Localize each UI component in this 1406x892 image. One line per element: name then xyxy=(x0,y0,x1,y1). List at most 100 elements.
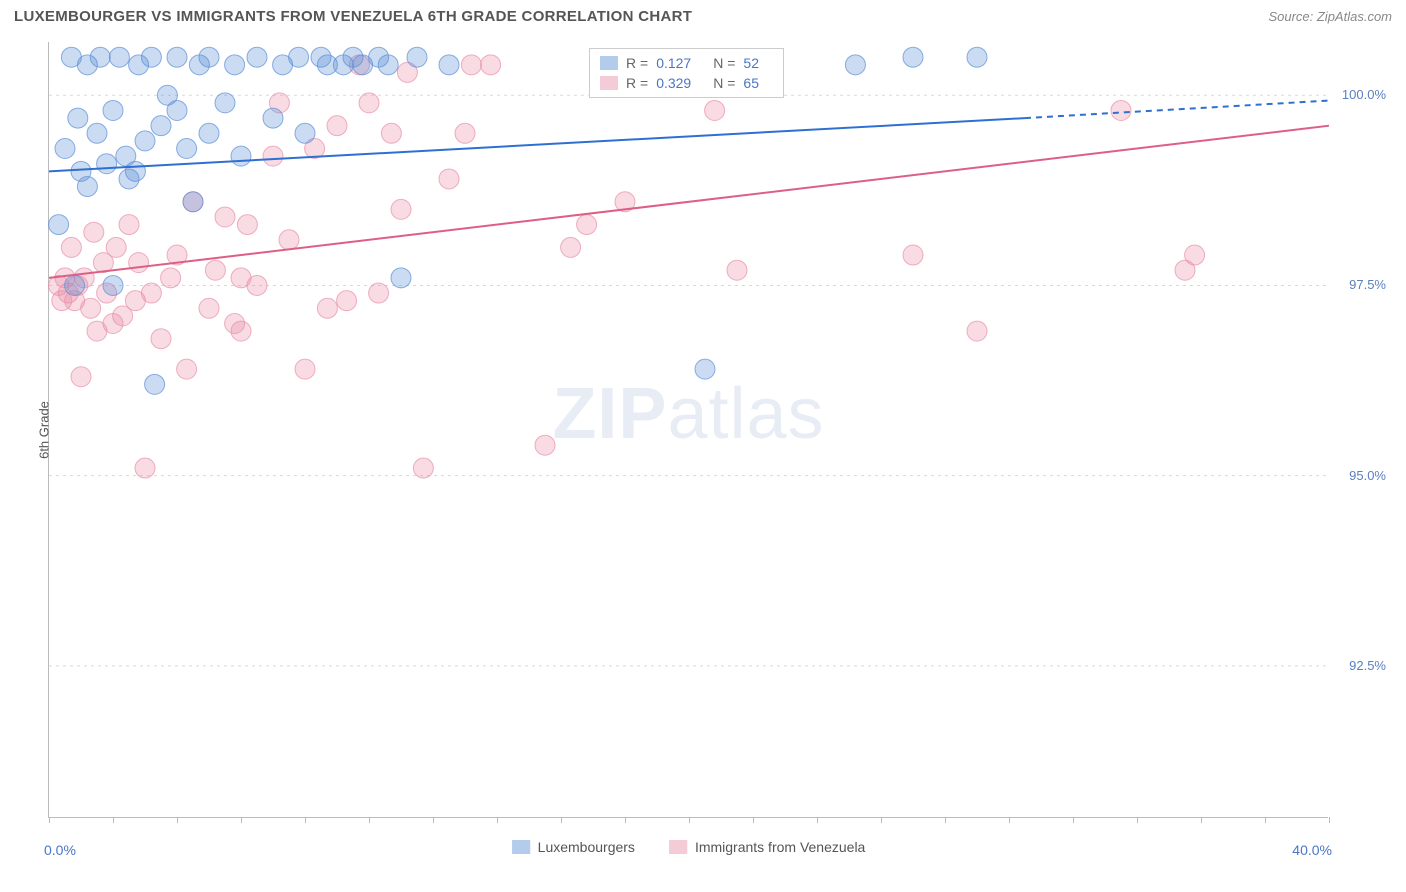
x-tick-label-min: 0.0% xyxy=(44,842,76,858)
legend-item-0: Luxembourgers xyxy=(512,839,635,855)
scatter-point xyxy=(381,123,401,143)
scatter-point xyxy=(141,283,161,303)
scatter-point xyxy=(263,146,283,166)
y-tick-label: 100.0% xyxy=(1342,87,1386,102)
scatter-point xyxy=(577,215,597,235)
scatter-point xyxy=(177,139,197,159)
scatter-point xyxy=(327,116,347,136)
scatter-point xyxy=(151,329,171,349)
scatter-point xyxy=(903,47,923,67)
x-tick xyxy=(497,817,498,823)
scatter-point xyxy=(71,367,91,387)
legend-stats-row-0: R = 0.127 N = 52 xyxy=(600,53,773,73)
scatter-point xyxy=(55,139,75,159)
x-tick xyxy=(689,817,690,823)
scatter-point xyxy=(359,93,379,113)
scatter-point xyxy=(77,177,97,197)
x-tick xyxy=(305,817,306,823)
x-tick-label-max: 40.0% xyxy=(1292,842,1332,858)
scatter-point xyxy=(81,298,101,318)
x-tick xyxy=(945,817,946,823)
x-tick xyxy=(177,817,178,823)
x-tick xyxy=(817,817,818,823)
r-value-1: 0.329 xyxy=(656,75,691,91)
scatter-point xyxy=(135,131,155,151)
n-value-0: 52 xyxy=(743,55,759,71)
svg-layer xyxy=(49,42,1329,818)
scatter-point xyxy=(407,47,427,67)
scatter-point xyxy=(279,230,299,250)
scatter-point xyxy=(439,55,459,75)
scatter-point xyxy=(161,268,181,288)
n-label-1: N = xyxy=(713,75,735,91)
scatter-point xyxy=(109,47,129,67)
scatter-point xyxy=(695,359,715,379)
scatter-point xyxy=(87,123,107,143)
n-label-0: N = xyxy=(713,55,735,71)
x-tick xyxy=(1073,817,1074,823)
legend-item-1: Immigrants from Venezuela xyxy=(669,839,865,855)
scatter-point xyxy=(199,47,219,67)
chart-title: LUXEMBOURGER VS IMMIGRANTS FROM VENEZUEL… xyxy=(14,8,692,25)
scatter-point xyxy=(145,374,165,394)
scatter-point xyxy=(231,321,251,341)
scatter-point xyxy=(247,275,267,295)
scatter-point xyxy=(455,123,475,143)
r-label-1: R = xyxy=(626,75,648,91)
scatter-point xyxy=(65,275,85,295)
scatter-point xyxy=(369,283,389,303)
scatter-point xyxy=(317,298,337,318)
scatter-point xyxy=(903,245,923,265)
plot-container: ZIPatlas R = 0.127 N = 52 R = 0.329 N = xyxy=(48,42,1328,818)
legend-bottom: Luxembourgers Immigrants from Venezuela xyxy=(512,839,866,855)
x-tick xyxy=(625,817,626,823)
scatter-point xyxy=(90,47,110,67)
scatter-point xyxy=(205,260,225,280)
scatter-point xyxy=(141,47,161,67)
scatter-point xyxy=(237,215,257,235)
legend-bottom-swatch-1 xyxy=(669,840,687,854)
scatter-point xyxy=(103,100,123,120)
x-tick xyxy=(1201,817,1202,823)
y-tick-label: 95.0% xyxy=(1349,468,1386,483)
scatter-point xyxy=(125,161,145,181)
scatter-point xyxy=(391,199,411,219)
scatter-point xyxy=(391,268,411,288)
scatter-point xyxy=(295,123,315,143)
scatter-point xyxy=(68,108,88,128)
trend-line-extrapolated xyxy=(1025,101,1329,118)
scatter-point xyxy=(225,55,245,75)
x-tick xyxy=(1009,817,1010,823)
legend-swatch-1 xyxy=(600,76,618,90)
x-tick xyxy=(49,817,50,823)
legend-bottom-label-0: Luxembourgers xyxy=(538,839,635,855)
r-value-0: 0.127 xyxy=(656,55,691,71)
scatter-point xyxy=(167,47,187,67)
x-tick xyxy=(881,817,882,823)
y-axis-title: 6th Grade xyxy=(36,401,51,459)
scatter-point xyxy=(1111,100,1131,120)
scatter-point xyxy=(413,458,433,478)
x-tick xyxy=(433,817,434,823)
x-tick xyxy=(369,817,370,823)
scatter-point xyxy=(215,207,235,227)
scatter-point xyxy=(103,275,123,295)
scatter-point xyxy=(481,55,501,75)
scatter-point xyxy=(49,215,69,235)
scatter-point xyxy=(215,93,235,113)
scatter-point xyxy=(247,47,267,67)
scatter-point xyxy=(967,47,987,67)
scatter-point xyxy=(289,47,309,67)
scatter-point xyxy=(561,237,581,257)
scatter-point xyxy=(378,55,398,75)
scatter-point xyxy=(135,458,155,478)
legend-bottom-label-1: Immigrants from Venezuela xyxy=(695,839,865,855)
scatter-point xyxy=(106,237,126,257)
x-tick xyxy=(753,817,754,823)
legend-stats-box: R = 0.127 N = 52 R = 0.329 N = 65 xyxy=(589,48,784,98)
x-tick xyxy=(1137,817,1138,823)
scatter-point xyxy=(119,215,139,235)
scatter-point xyxy=(845,55,865,75)
scatter-point xyxy=(177,359,197,379)
scatter-point xyxy=(199,123,219,143)
